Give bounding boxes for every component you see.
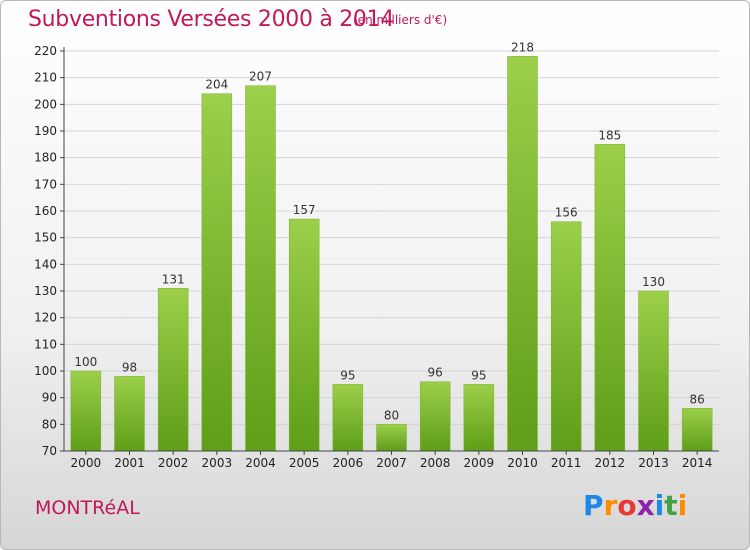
bar-2013 bbox=[638, 290, 669, 452]
value-label-2000: 100 bbox=[74, 355, 97, 369]
value-label-2008: 96 bbox=[428, 366, 443, 380]
value-label-2011: 156 bbox=[555, 206, 578, 220]
value-label-2002: 131 bbox=[162, 272, 185, 286]
x-tick-label-2009: 2009 bbox=[464, 456, 495, 470]
x-tick-label-2001: 2001 bbox=[114, 456, 145, 470]
y-tick-label: 170 bbox=[34, 177, 57, 191]
x-tick-label-2003: 2003 bbox=[202, 456, 233, 470]
x-tick-label-2008: 2008 bbox=[420, 456, 451, 470]
x-tick-label-2012: 2012 bbox=[595, 456, 626, 470]
y-tick-label: 220 bbox=[34, 44, 57, 58]
city-label: MONTRéAL bbox=[35, 497, 140, 519]
x-tick-label-2013: 2013 bbox=[638, 456, 669, 470]
bar-2002 bbox=[157, 288, 189, 452]
bar-2010 bbox=[507, 56, 538, 452]
bar-2005 bbox=[288, 218, 320, 452]
x-tick-label-2014: 2014 bbox=[682, 456, 713, 470]
bar-2004 bbox=[245, 85, 276, 452]
y-tick-label: 100 bbox=[34, 364, 57, 378]
value-label-2010: 218 bbox=[511, 40, 534, 54]
logo-letter: i bbox=[654, 489, 665, 522]
x-tick-label-2004: 2004 bbox=[245, 456, 276, 470]
x-tick-label-2007: 2007 bbox=[376, 456, 407, 470]
value-label-2005: 157 bbox=[293, 203, 316, 217]
value-label-2001: 98 bbox=[122, 360, 137, 374]
x-tick-label-2005: 2005 bbox=[289, 456, 320, 470]
chart-subtitle: (en milliers d'€) bbox=[353, 13, 448, 27]
x-tick-label-2002: 2002 bbox=[158, 456, 189, 470]
logo-letter: i bbox=[677, 489, 688, 522]
y-tick-label: 210 bbox=[34, 71, 57, 85]
y-tick-label: 200 bbox=[34, 97, 57, 111]
y-tick-label: 150 bbox=[34, 231, 57, 245]
x-tick-label-2000: 2000 bbox=[71, 456, 102, 470]
bar-2003 bbox=[201, 93, 233, 452]
proxiti-logo: Proxiti bbox=[583, 489, 687, 522]
bar-2011 bbox=[550, 221, 582, 452]
y-axis: 70 80 90 100 110 120 130 140 150 160 170 180 190 200 2… bbox=[34, 44, 64, 458]
value-label-2012: 185 bbox=[598, 128, 621, 142]
bar-2000 bbox=[70, 370, 102, 452]
logo-letter: o bbox=[617, 489, 637, 522]
bar-2009 bbox=[463, 384, 495, 452]
y-tick-label: 80 bbox=[42, 417, 57, 431]
value-label-2004: 207 bbox=[249, 70, 272, 84]
y-tick-label: 110 bbox=[34, 337, 57, 351]
x-tick-label-2006: 2006 bbox=[333, 456, 364, 470]
y-tick-label: 140 bbox=[34, 257, 57, 271]
bar-2006 bbox=[332, 384, 364, 452]
value-label-2003: 204 bbox=[205, 78, 228, 92]
bar-2012 bbox=[594, 144, 626, 452]
chart-title: Subventions Versées 2000 à 2014 bbox=[28, 7, 395, 32]
value-label-2014: 86 bbox=[690, 392, 705, 406]
bar-2008 bbox=[419, 381, 451, 452]
value-label-2009: 95 bbox=[471, 368, 486, 382]
value-label-2006: 95 bbox=[340, 368, 355, 382]
bar-2014 bbox=[681, 408, 713, 452]
y-tick-label: 190 bbox=[34, 124, 57, 138]
x-tick-label-2010: 2010 bbox=[507, 456, 538, 470]
y-tick-label: 180 bbox=[34, 151, 57, 165]
logo-letter: r bbox=[603, 489, 618, 522]
bar-2001 bbox=[114, 376, 145, 452]
y-tick-label: 70 bbox=[42, 444, 57, 458]
x-axis: 2000 2001 2002 2003 2004 2005 2006 2007 2008 2009… bbox=[71, 451, 713, 470]
y-tick-label: 120 bbox=[34, 311, 57, 325]
x-tick-label-2011: 2011 bbox=[551, 456, 582, 470]
logo-letter: P bbox=[583, 489, 604, 522]
y-tick-label: 130 bbox=[34, 284, 57, 298]
value-label-2013: 130 bbox=[642, 275, 665, 289]
y-tick-label: 90 bbox=[42, 391, 57, 405]
bar-2007 bbox=[376, 424, 407, 452]
y-tick-label: 160 bbox=[34, 204, 57, 218]
bars: 100 98 131 204 207 157 95 80 96 95 218 156 185 130 86 bbox=[70, 40, 713, 452]
value-label-2007: 80 bbox=[384, 408, 399, 422]
logo-letter: x bbox=[636, 489, 655, 522]
logo-letter: t bbox=[664, 489, 678, 522]
